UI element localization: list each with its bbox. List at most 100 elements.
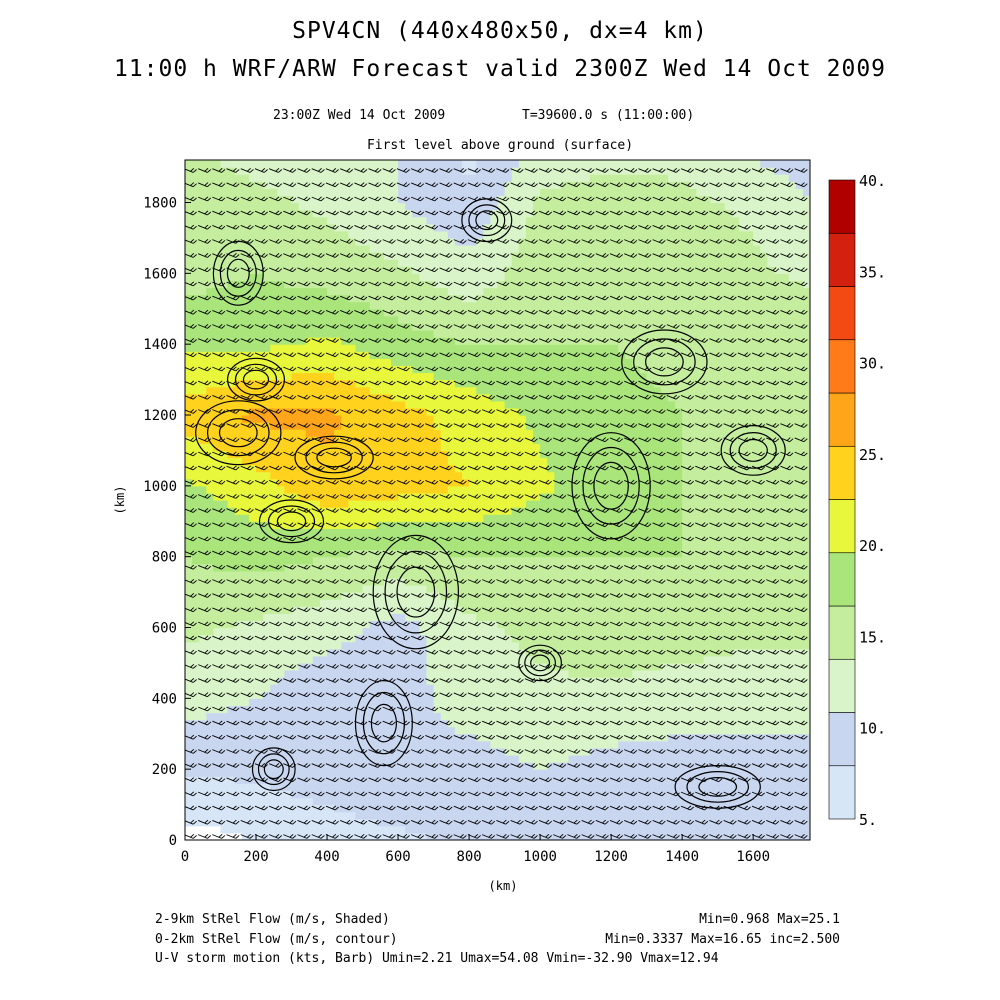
shade-cell xyxy=(284,443,293,452)
shade-cell xyxy=(405,755,413,763)
shade-cell xyxy=(348,712,357,721)
shade-cell xyxy=(419,655,428,664)
shade-cell xyxy=(390,733,399,742)
shade-cell xyxy=(341,726,349,735)
shade-cell xyxy=(256,202,264,211)
shade-cell xyxy=(426,287,435,296)
shade-cell xyxy=(305,585,314,593)
shade-cell xyxy=(433,606,442,614)
shade-cell xyxy=(305,429,314,437)
shade-cell xyxy=(547,330,555,338)
shade-cell xyxy=(362,400,371,409)
shade-cell xyxy=(234,755,243,763)
shade-cell xyxy=(518,726,527,735)
shade-cell xyxy=(369,485,378,494)
shade-cell xyxy=(504,634,513,643)
shade-cell xyxy=(192,160,200,168)
shade-cell xyxy=(348,705,357,714)
shade-cell xyxy=(341,655,349,664)
shade-cell xyxy=(440,627,449,636)
shade-cell xyxy=(334,790,342,799)
shade-cell xyxy=(319,528,328,537)
shade-cell xyxy=(405,577,413,586)
shade-cell xyxy=(334,514,342,522)
shade-cell xyxy=(355,684,364,692)
shade-cell xyxy=(383,769,392,777)
shade-cell xyxy=(220,252,229,260)
shade-cell xyxy=(461,330,470,338)
shade-cell xyxy=(220,762,229,770)
shade-cell xyxy=(263,330,271,338)
shade-cell xyxy=(476,358,484,367)
shade-cell xyxy=(405,429,413,437)
shade-cell xyxy=(220,698,229,707)
shade-cell xyxy=(533,252,541,260)
shade-cell xyxy=(469,740,477,749)
shade-cell xyxy=(227,273,236,282)
shade-cell xyxy=(405,733,413,742)
shade-cell xyxy=(390,648,399,657)
shade-cell xyxy=(192,783,200,792)
shade-cell xyxy=(327,769,335,777)
shade-cell xyxy=(376,648,385,657)
shade-cell xyxy=(461,209,470,218)
shade-cell xyxy=(383,599,392,607)
shade-cell xyxy=(291,528,300,537)
shade-cell xyxy=(390,252,399,260)
shade-cell xyxy=(490,776,499,784)
shade-cell xyxy=(440,542,449,551)
shade-cell xyxy=(405,641,413,650)
shade-cell xyxy=(319,641,328,650)
shade-cell xyxy=(547,273,555,282)
shade-cell xyxy=(348,315,357,324)
shade-cell xyxy=(206,769,215,777)
shade-cell xyxy=(248,677,257,685)
shade-cell xyxy=(461,216,470,225)
shade-cell xyxy=(469,330,477,338)
shade-cell xyxy=(525,655,534,664)
shade-cell xyxy=(454,344,463,352)
shade-cell xyxy=(234,351,243,359)
shade-cell xyxy=(270,471,278,480)
shade-cell xyxy=(291,585,300,593)
shade-cell xyxy=(518,464,527,473)
shade-cell xyxy=(426,542,435,551)
shade-cell xyxy=(419,818,428,827)
shade-cell xyxy=(348,223,357,232)
shade-cell xyxy=(511,202,520,211)
shade-cell xyxy=(270,726,278,735)
shade-cell xyxy=(447,804,456,813)
shade-cell xyxy=(220,209,229,218)
shade-cell xyxy=(248,443,257,452)
shade-cell xyxy=(511,259,520,267)
shade-cell xyxy=(241,825,250,834)
shade-cell xyxy=(440,825,449,834)
shade-cell xyxy=(220,670,229,678)
shade-cell xyxy=(199,457,207,466)
shade-cell xyxy=(369,613,378,622)
shade-cell xyxy=(547,181,555,189)
shade-cell xyxy=(362,280,371,289)
shade-cell xyxy=(248,705,257,714)
shade-cell xyxy=(305,662,314,671)
shade-cell xyxy=(341,684,349,692)
shade-cell xyxy=(227,755,236,763)
shade-cell xyxy=(348,443,357,452)
shade-cell xyxy=(248,202,257,211)
shade-cell xyxy=(291,315,300,324)
shade-cell xyxy=(533,613,541,622)
shade-cell xyxy=(518,209,527,218)
shade-cell xyxy=(419,315,428,324)
shade-cell xyxy=(263,627,271,636)
shade-cell xyxy=(440,769,449,777)
shade-cell xyxy=(334,577,342,586)
shade-cell xyxy=(454,485,463,494)
shade-cell xyxy=(540,825,548,834)
shade-cell xyxy=(419,379,428,388)
shade-cell xyxy=(405,528,413,537)
shade-cell xyxy=(454,740,463,749)
shade-cell xyxy=(227,245,236,253)
shade-cell xyxy=(192,478,200,487)
shade-cell xyxy=(270,514,278,522)
shade-cell xyxy=(220,740,229,749)
